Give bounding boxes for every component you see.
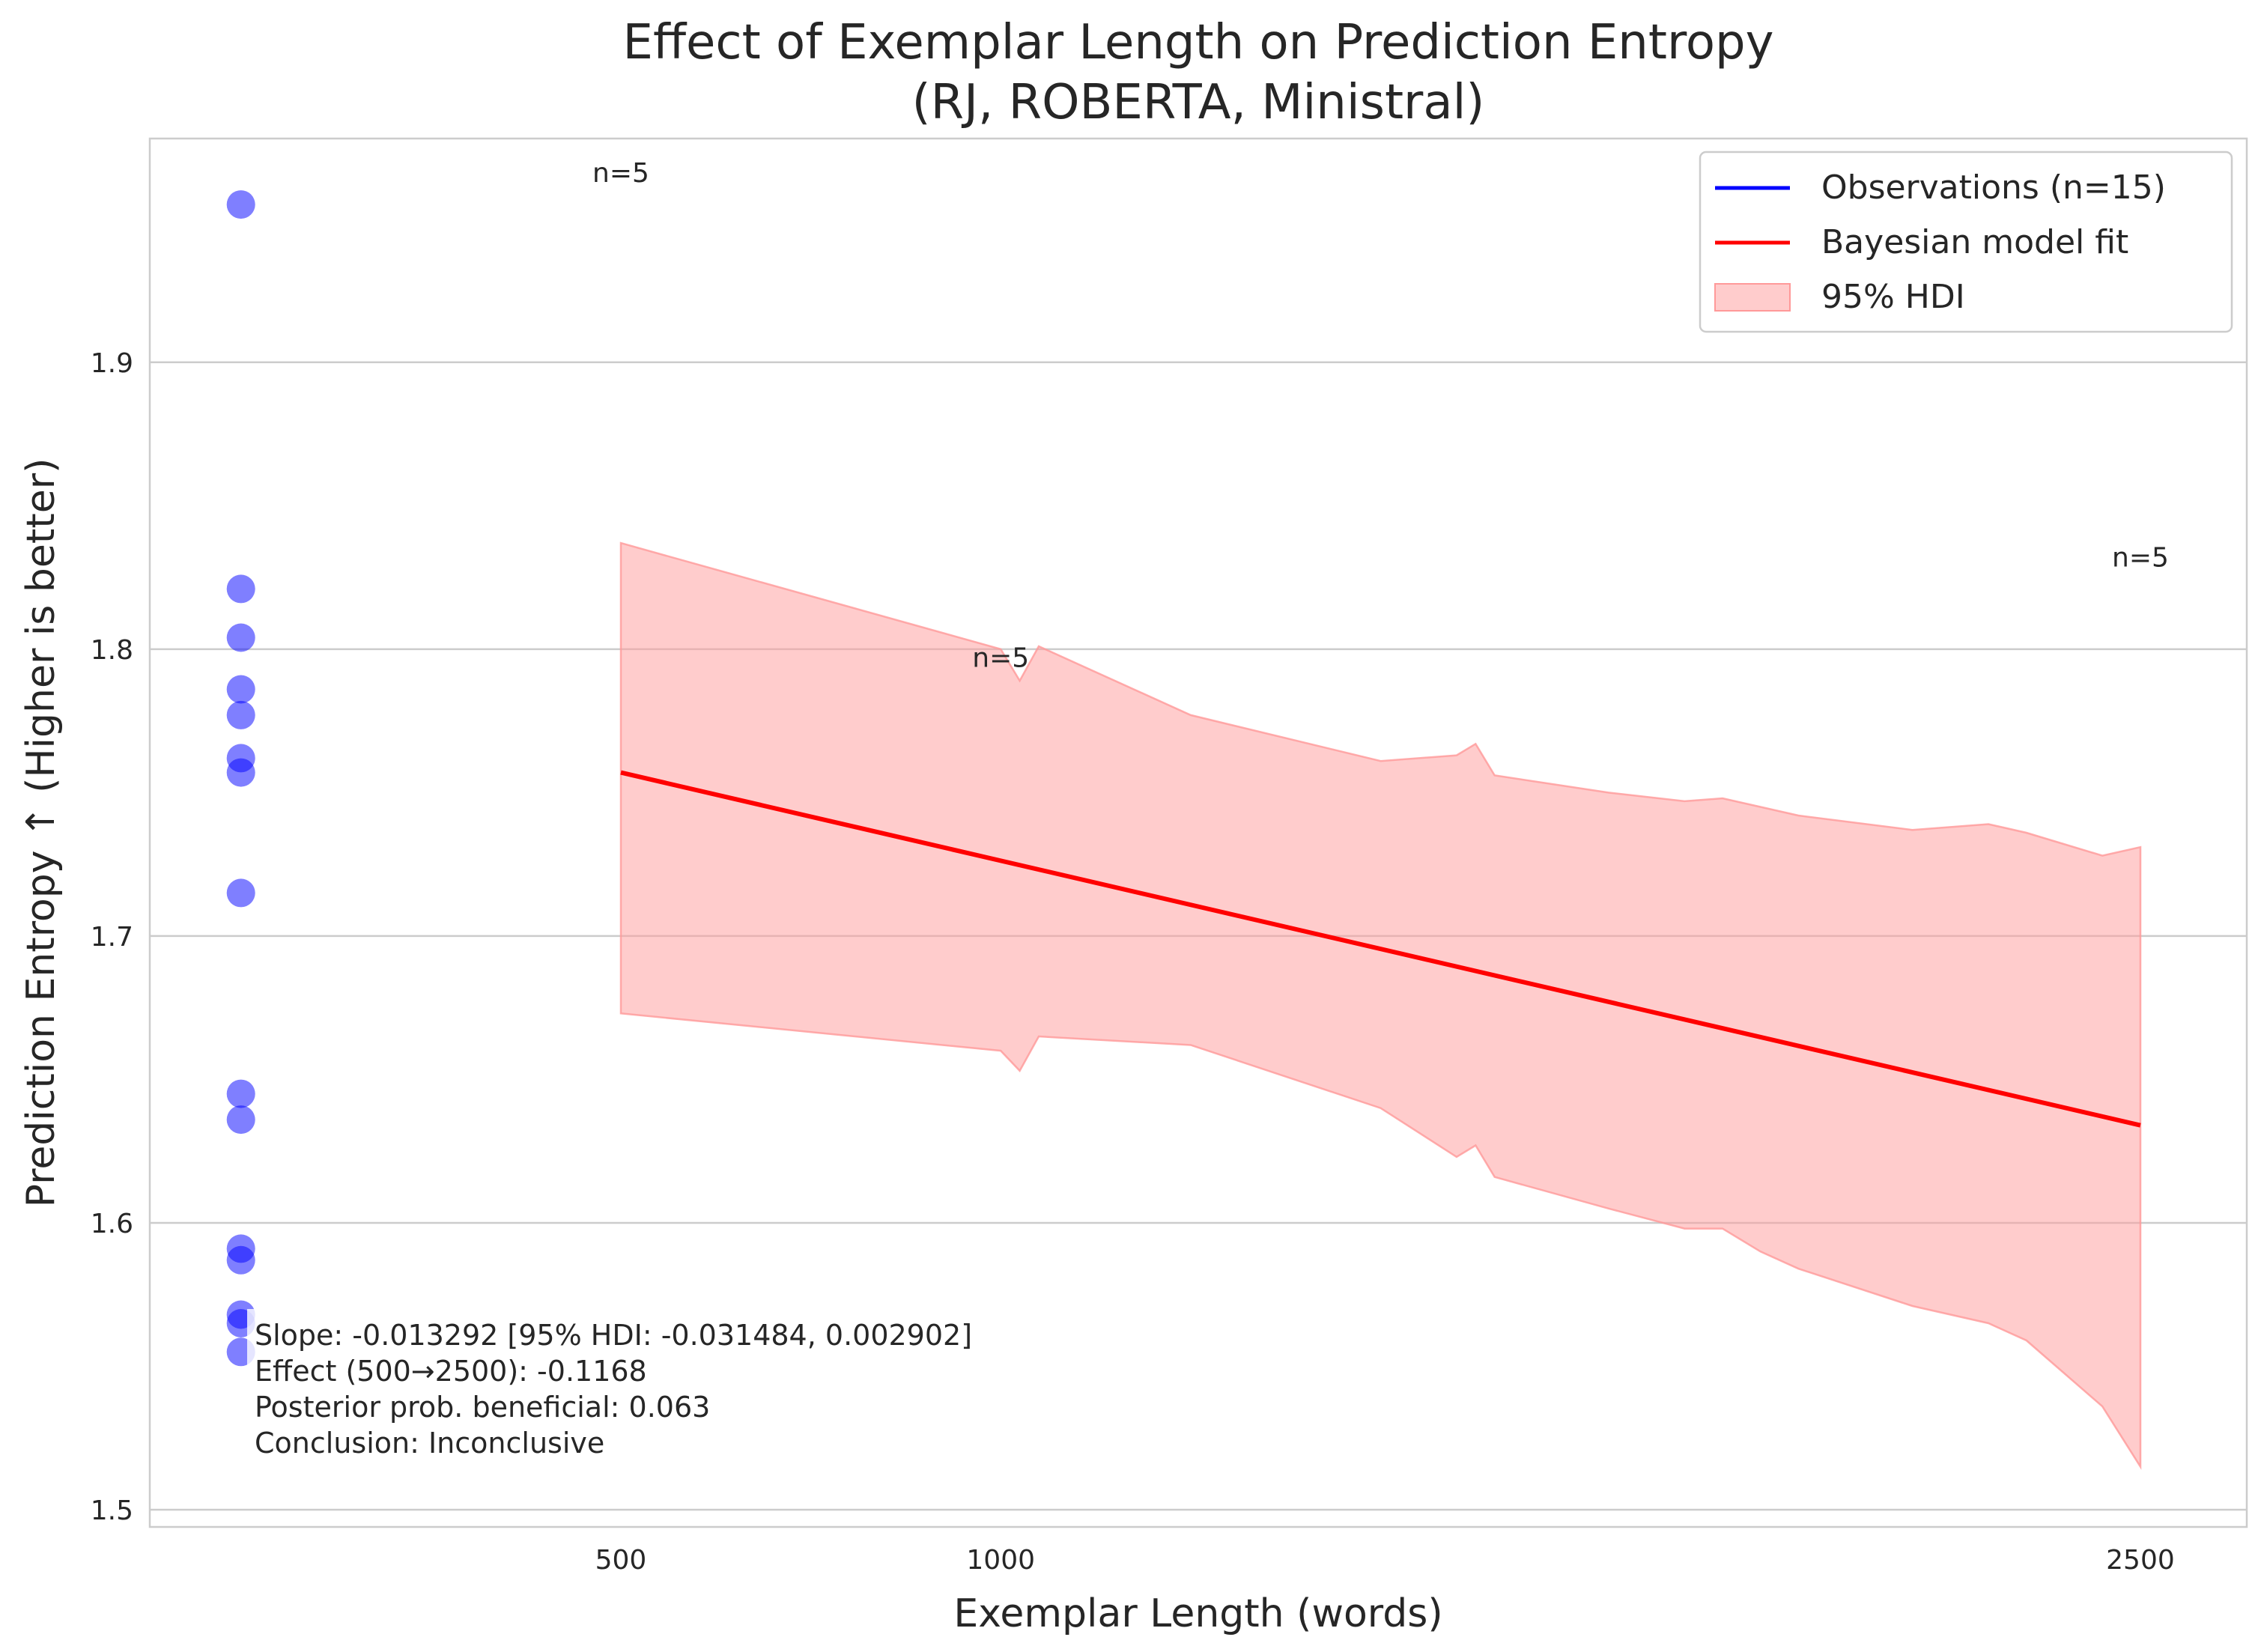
observation-point — [226, 675, 255, 704]
plot-frame — [148, 137, 2248, 1528]
y-tick-label: 1.7 — [91, 922, 133, 953]
observation-point — [226, 623, 255, 652]
hdi-band-layer — [619, 541, 2142, 1470]
legend-frame — [1699, 151, 2233, 333]
stats-box: Slope: -0.013292 [95% HDI: -0.031484, 0.… — [247, 1309, 1047, 1465]
x-tick-label: 500 — [595, 1545, 647, 1576]
y-tick-label: 1.9 — [91, 348, 133, 379]
chart-subtitle: (RJ, ROBERTA, Ministral) — [912, 75, 1485, 130]
stats-line: Slope: -0.013292 [95% HDI: -0.031484, 0.… — [255, 1319, 972, 1352]
observation-point — [226, 1245, 255, 1275]
legend-hdi-swatch — [1714, 283, 1791, 312]
hdi-band — [619, 541, 2142, 1470]
y-axis-ticks: 1.5 1.6 1.7 1.8 1.9 — [91, 348, 133, 1526]
observation-point — [226, 1105, 255, 1135]
legend: Observations (n=15) Bayesian model fit 9… — [1699, 151, 2233, 333]
x-axis-ticks: 500 1000 2500 — [595, 1545, 2175, 1576]
sample-size-annotation: n=5 — [592, 158, 649, 189]
observation-point — [226, 700, 255, 729]
y-tick-label: 1.5 — [91, 1495, 133, 1526]
fit-line-layer — [620, 770, 2141, 1128]
sample-size-annotation: n=5 — [2112, 542, 2169, 573]
x-tick-label: 1000 — [966, 1545, 1035, 1576]
stats-line: Conclusion: Inconclusive — [255, 1427, 604, 1460]
stats-line: Posterior prob. beneficial: 0.063 — [255, 1391, 710, 1424]
legend-hdi-label: 95% HDI — [1821, 278, 1965, 316]
observation-point — [226, 190, 255, 219]
fit-line — [620, 770, 2141, 1128]
stats-line: Effect (500→2500): -0.1168 — [255, 1355, 647, 1388]
x-tick-label: 2500 — [2106, 1545, 2175, 1576]
stats-box-background — [247, 1309, 1047, 1465]
legend-observations-label: Observations (n=15) — [1821, 168, 2166, 207]
x-axis-label: Exemplar Length (words) — [953, 1591, 1442, 1636]
chart-title: Effect of Exemplar Length on Prediction … — [623, 15, 1774, 70]
sample-size-annotation: n=5 — [972, 643, 1029, 673]
annotations-layer: n=5 n=5 n=5 — [592, 158, 2169, 673]
observation-point — [226, 1079, 255, 1108]
observation-point — [226, 574, 255, 604]
y-tick-label: 1.8 — [91, 635, 133, 666]
legend-fit-label: Bayesian model fit — [1821, 223, 2128, 261]
observation-point — [226, 878, 255, 908]
y-tick-label: 1.6 — [91, 1209, 133, 1239]
observation-point — [226, 758, 255, 787]
y-axis-label: Prediction Entropy ↑ (Higher is better) — [19, 458, 64, 1208]
